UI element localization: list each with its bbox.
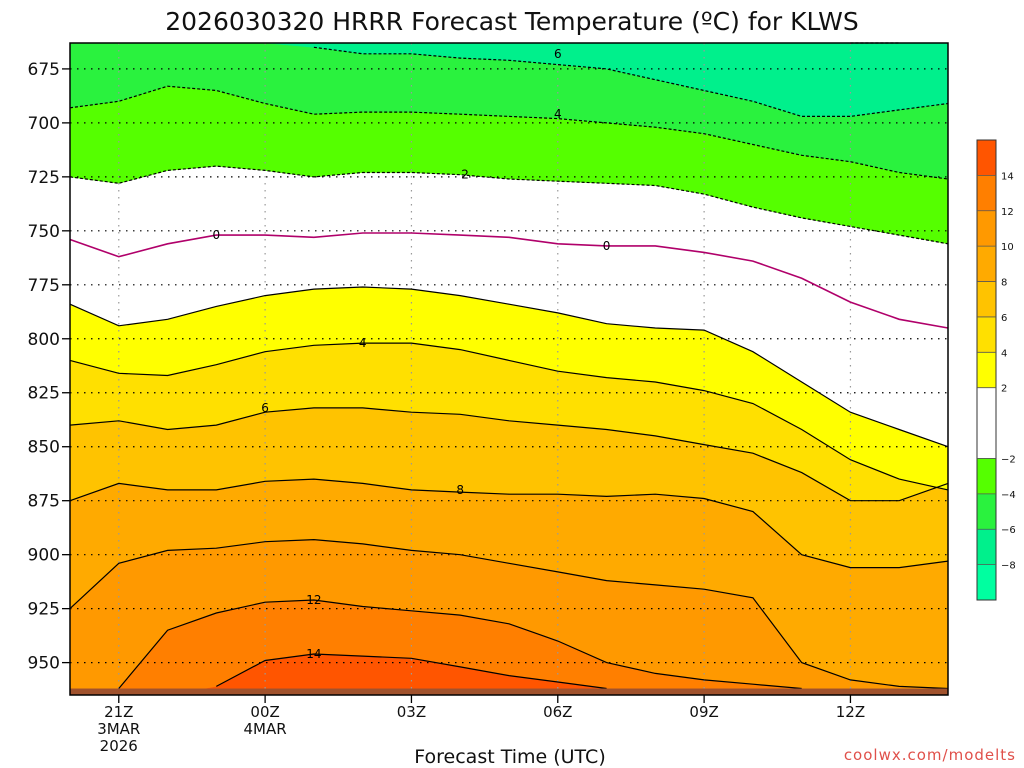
y-tick-label: 900 (28, 546, 60, 566)
contour-label: 8 (456, 483, 464, 497)
colorbar-tick-label: 8 (1001, 278, 1007, 289)
colorbar-tick-label: 4 (1001, 348, 1007, 359)
x-tick-label: 12Z (836, 703, 865, 721)
colorbar-band (977, 493, 996, 530)
contour-label: 0 (213, 228, 221, 242)
isotherm-0 (69, 232, 949, 329)
colorbar-tick-label: 12 (1001, 207, 1014, 218)
x-tick-label: 2026 (100, 737, 138, 755)
colorbar-band (977, 175, 996, 211)
colorbar-tick-label: 10 (1001, 242, 1014, 253)
contour-label: 4 (554, 107, 562, 121)
colorbar-band (977, 387, 996, 459)
colorbar-legend: 14 12 10 8 6 4 2 −2 −4 −6 −8 (976, 139, 1016, 601)
isotherm-8 (69, 478, 949, 569)
y-tick-label: 825 (28, 384, 60, 404)
isotherm--4 (69, 85, 949, 180)
colorbar-tick-label: −8 (1001, 561, 1016, 572)
y-tick-label: 775 (28, 276, 60, 296)
colorbar-frame (976, 139, 997, 601)
isotherm-14 (216, 653, 607, 690)
colorbar-tick-label: 6 (1001, 313, 1007, 324)
y-axis: 675 700 725 750 775 800 825 850 875 900 925 950 (28, 60, 70, 674)
contour-label: 12 (306, 593, 321, 607)
colorbar-band (977, 564, 996, 600)
x-tick-label: 06Z (543, 703, 572, 721)
y-tick-label: 875 (28, 492, 60, 512)
y-tick-label: 925 (28, 600, 60, 620)
isotherm-6 (69, 407, 949, 502)
y-tick-label: 850 (28, 438, 60, 458)
colorbar-band (977, 140, 996, 176)
colorbar-tick-label: 2 (1001, 384, 1007, 395)
x-tick-label: 09Z (689, 703, 718, 721)
y-tick-label: 950 (28, 654, 60, 674)
contour-label: 2 (461, 168, 469, 182)
isotherm-12 (118, 599, 802, 690)
y-tick-label: 800 (28, 330, 60, 350)
isotherm-2 (69, 286, 949, 448)
colorbar-band (977, 352, 996, 388)
contour-label: 4 (359, 336, 367, 350)
contour-labels: 6 4 2 0 0 4 6 8 12 14 (213, 47, 611, 661)
source-credit: coolwx.com/modelts (844, 746, 1016, 764)
contour-label: 14 (306, 647, 321, 661)
y-tick-label: 725 (28, 168, 60, 188)
x-tick-label: 03Z (397, 703, 426, 721)
contour-label: 6 (261, 401, 269, 415)
colorbar-band (977, 458, 996, 494)
temperature-bands (69, 42, 949, 696)
colorbar-band (977, 529, 996, 565)
colorbar-tick-label: −2 (1001, 454, 1016, 465)
contour-label: 0 (603, 239, 611, 253)
isotherm--2 (69, 165, 949, 245)
colorbar-tick-label: 14 (1001, 171, 1014, 182)
colorbar-band (977, 246, 996, 282)
contour-label: 6 (554, 47, 562, 61)
ground-surface (70, 688, 948, 695)
isotherm-10 (69, 538, 949, 690)
x-tick-label: 21Z (104, 703, 133, 721)
y-tick-label: 675 (28, 60, 60, 80)
colorbar-band (977, 210, 996, 247)
y-tick-label: 750 (28, 222, 60, 242)
chart-title: 2026030320 HRRR Forecast Temperature (ºC… (165, 7, 859, 36)
x-tick-label: 00Z (250, 703, 279, 721)
colorbar-tick-label: −6 (1001, 525, 1016, 536)
x-tick-label: 3MAR (97, 720, 140, 738)
colorbar-band (977, 281, 996, 317)
y-tick-label: 700 (28, 114, 60, 134)
isotherm--6 (313, 46, 949, 117)
x-axis-label: Forecast Time (UTC) (414, 746, 605, 768)
isotherm-contours (69, 42, 949, 690)
colorbar-tick-label: −4 (1001, 490, 1016, 501)
isotherm-4 (69, 342, 949, 491)
ground-fill (70, 688, 948, 695)
plot-frame (69, 42, 949, 696)
x-tick-label: 4MAR (244, 720, 287, 738)
colorbar-band (977, 316, 996, 353)
